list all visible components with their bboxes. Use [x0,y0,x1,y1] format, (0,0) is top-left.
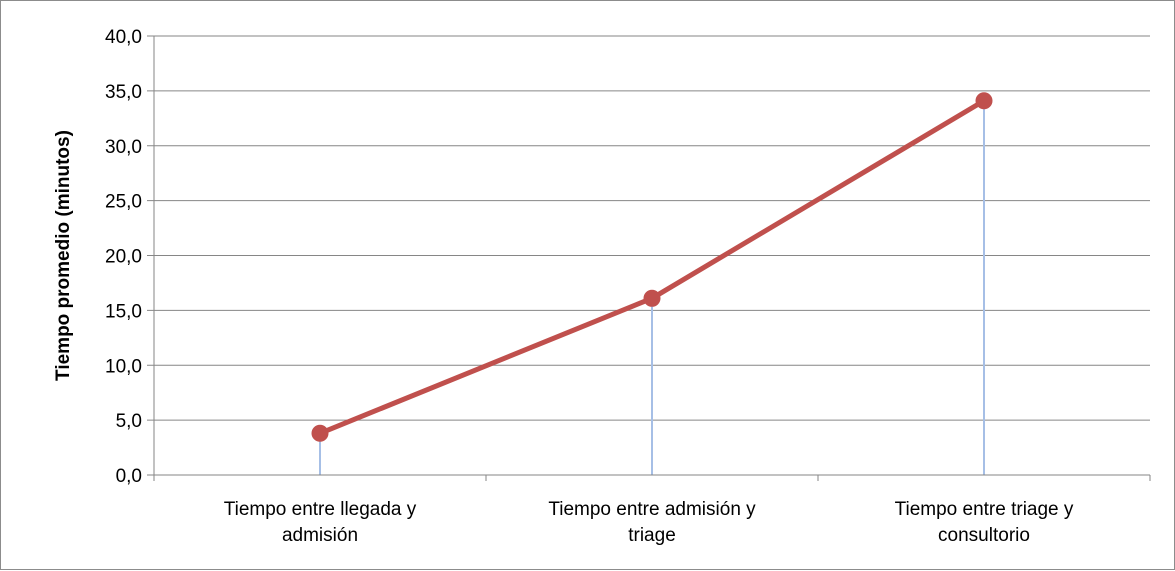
x-category-label: Tiempo entre triage y consultorio [895,499,1074,546]
y-tick-labels: 0,0 5,0 10,0 15,0 20,0 25,0 30,0 35,0 40,0 [105,27,142,487]
x-category-label: Tiempo entre llegada y admisión [224,499,417,546]
y-tick-label: 40,0 [105,27,142,48]
y-tick-label: 15,0 [105,301,142,322]
series [311,92,993,442]
y-tick-label: 30,0 [105,137,142,158]
y-tick-label: 20,0 [105,247,142,268]
y-tick-label: 0,0 [116,466,142,487]
axes [147,35,1151,481]
data-point [311,424,329,442]
y-tick-label: 25,0 [105,192,142,213]
y-tick-label: 5,0 [116,411,142,432]
y-tick-label: 35,0 [105,82,142,103]
x-category-label: Tiempo entre admisión y triage [548,499,756,546]
data-point [643,289,661,307]
x-category-labels: Tiempo entre llegada y admisión Tiempo ent… [224,499,1074,546]
data-point [975,92,993,110]
y-tick-label: 10,0 [105,356,142,377]
drop-lines [319,100,985,475]
y-axis-title: Tiempo promedio (minutos) [53,130,74,381]
